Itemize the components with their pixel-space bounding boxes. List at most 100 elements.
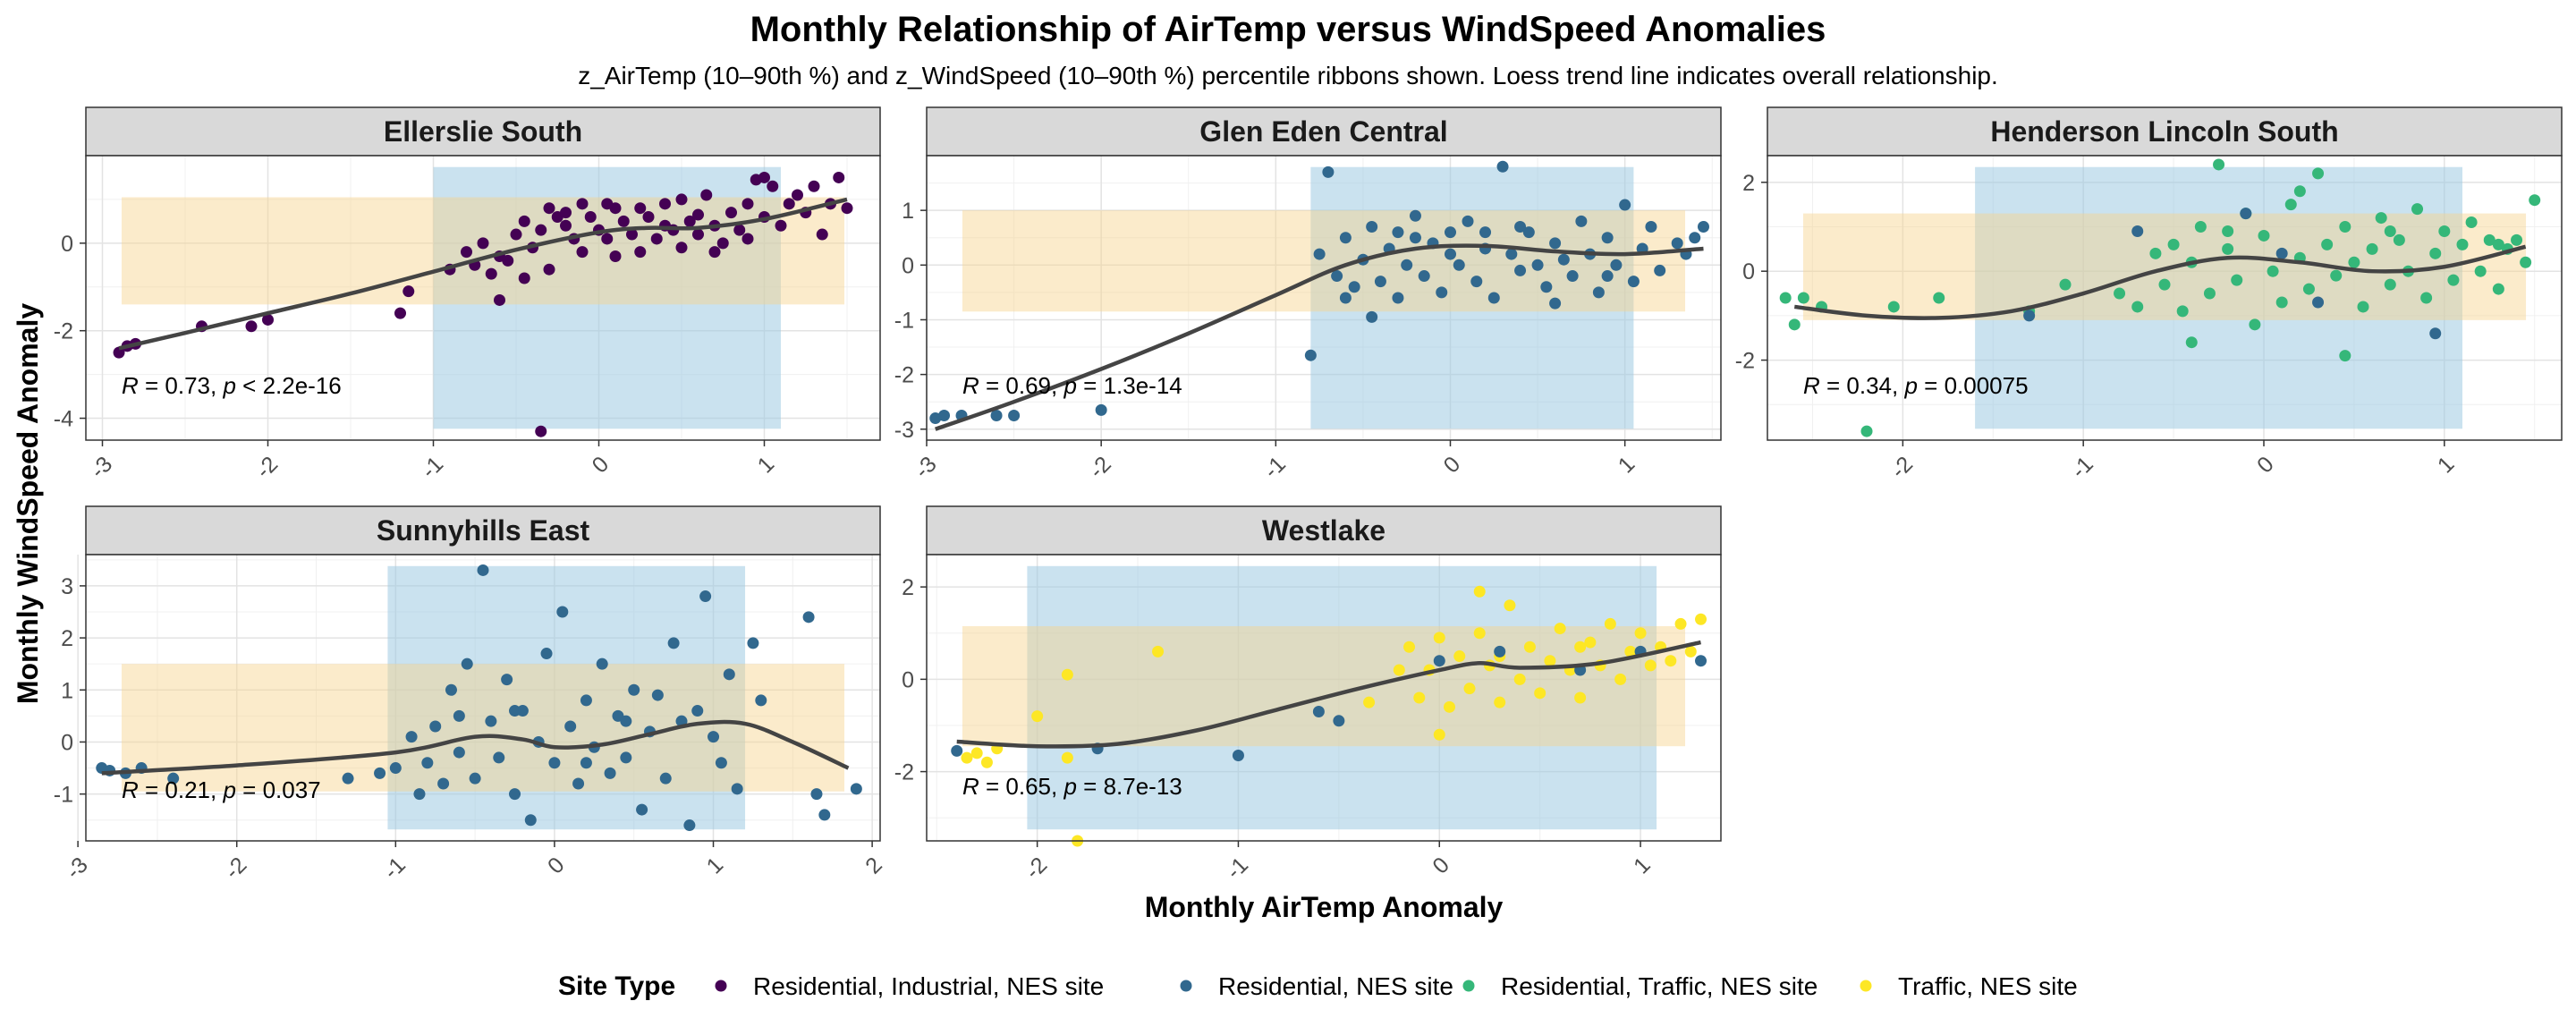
data-point [501,674,513,686]
data-point [1462,215,1474,227]
y-tick-label: 0 [61,730,73,755]
x-percentile-ribbon [1027,565,1657,830]
data-point [2474,265,2487,277]
data-point [469,772,481,785]
data-point [1374,276,1386,288]
data-point [374,767,386,779]
legend-item: Residential, Traffic, NES site [1462,972,1818,1000]
panel-border [926,155,1722,441]
x-tick-label: 1 [1629,853,1656,879]
data-point [1505,248,1518,260]
data-point [1409,232,1421,244]
panel-border [1767,155,2563,441]
data-point [1494,645,1506,657]
data-point [1634,627,1647,640]
data-point [1418,270,1430,283]
x-tick-label: -2 [251,452,284,484]
x-percentile-ribbon [433,166,781,429]
correlation-annotation: R = 0.73, p < 2.2e-16 [122,372,342,399]
y-tick-label: -1 [894,308,914,333]
data-point [1574,691,1587,704]
data-point [445,683,457,696]
data-point [808,180,820,192]
data-point [485,715,497,727]
data-point [708,246,721,259]
data-point [2131,301,2144,313]
data-point [659,198,671,210]
y-tick-label: 2 [1742,171,1755,196]
data-point [2213,158,2225,171]
data-point [167,772,180,785]
data-point [429,720,442,733]
legend-item: Residential, Industrial, NES site [715,972,1104,1000]
data-point [1313,248,1326,260]
data-point [1322,165,1335,178]
data-point [1788,318,1801,331]
y-percentile-ribbon [121,197,845,305]
data-point [604,767,616,779]
x-tick-label: -3 [61,853,93,885]
data-point [1496,160,1509,173]
data-point [2258,229,2270,242]
data-point [626,228,638,241]
legend-label: Traffic, NES site [1898,972,2078,1000]
legend-key [715,980,727,992]
data-point [2420,292,2433,304]
data-point [783,198,795,210]
data-point [1601,270,1614,283]
facet-strip [926,106,1722,157]
data-point [1473,585,1486,598]
data-point [1494,696,1506,708]
data-point [1665,655,1677,667]
data-point [1575,215,1588,227]
data-point [733,224,746,236]
data-point [1654,264,1666,276]
data-point [755,694,767,707]
data-point [1401,259,1413,271]
data-point [1479,226,1492,239]
data-point [775,219,787,232]
y-tick-label: 3 [61,574,73,599]
data-point [1544,655,1556,667]
data-point [1433,632,1445,644]
data-point [1453,259,1465,271]
chart-title: Monthly Relationship of AirTemp versus W… [750,10,1826,49]
x-tick-label: -1 [417,452,449,484]
x-tick-label: -3 [910,452,942,484]
data-point [1684,645,1697,657]
data-point [620,751,632,764]
data-point [642,210,655,223]
data-point [1592,286,1605,299]
facet-panels: Ellerslie South R = 0.73, p < 2.2e-16 -4 -2… [54,106,2563,885]
data-point [2158,278,2171,291]
y-tick-label: -2 [894,760,914,785]
data-point [792,189,803,201]
y-percentile-ribbon [962,626,1686,747]
data-point [651,689,664,701]
data-point [1697,221,1709,233]
data-point [2483,233,2496,246]
data-point [692,228,704,241]
data-point [535,224,547,236]
data-point [477,564,489,576]
r-symbol: R [962,372,979,399]
data-point [1366,221,1378,233]
correlation-annotation: R = 0.34, p = 0.00075 [1803,372,2029,399]
p-value: = 8.7e-13 [1077,773,1182,800]
y-tick-label: 1 [61,678,73,703]
data-point [601,198,614,210]
p-symbol: p [1063,773,1076,800]
legend-key [1462,980,1475,992]
y-tick-label: -3 [894,418,914,443]
x-tick-label: 0 [543,853,570,879]
data-point [2438,225,2451,237]
x-tick-label: 0 [1439,452,1466,479]
data-point [2393,233,2405,246]
legend: Site Type Residential, Industrial, NES s… [558,971,2078,1001]
data-point [572,777,585,790]
data-point [1549,297,1562,310]
data-point [1393,664,1405,676]
data-point [2194,221,2207,233]
data-point [1557,253,1570,266]
data-point [453,709,465,722]
